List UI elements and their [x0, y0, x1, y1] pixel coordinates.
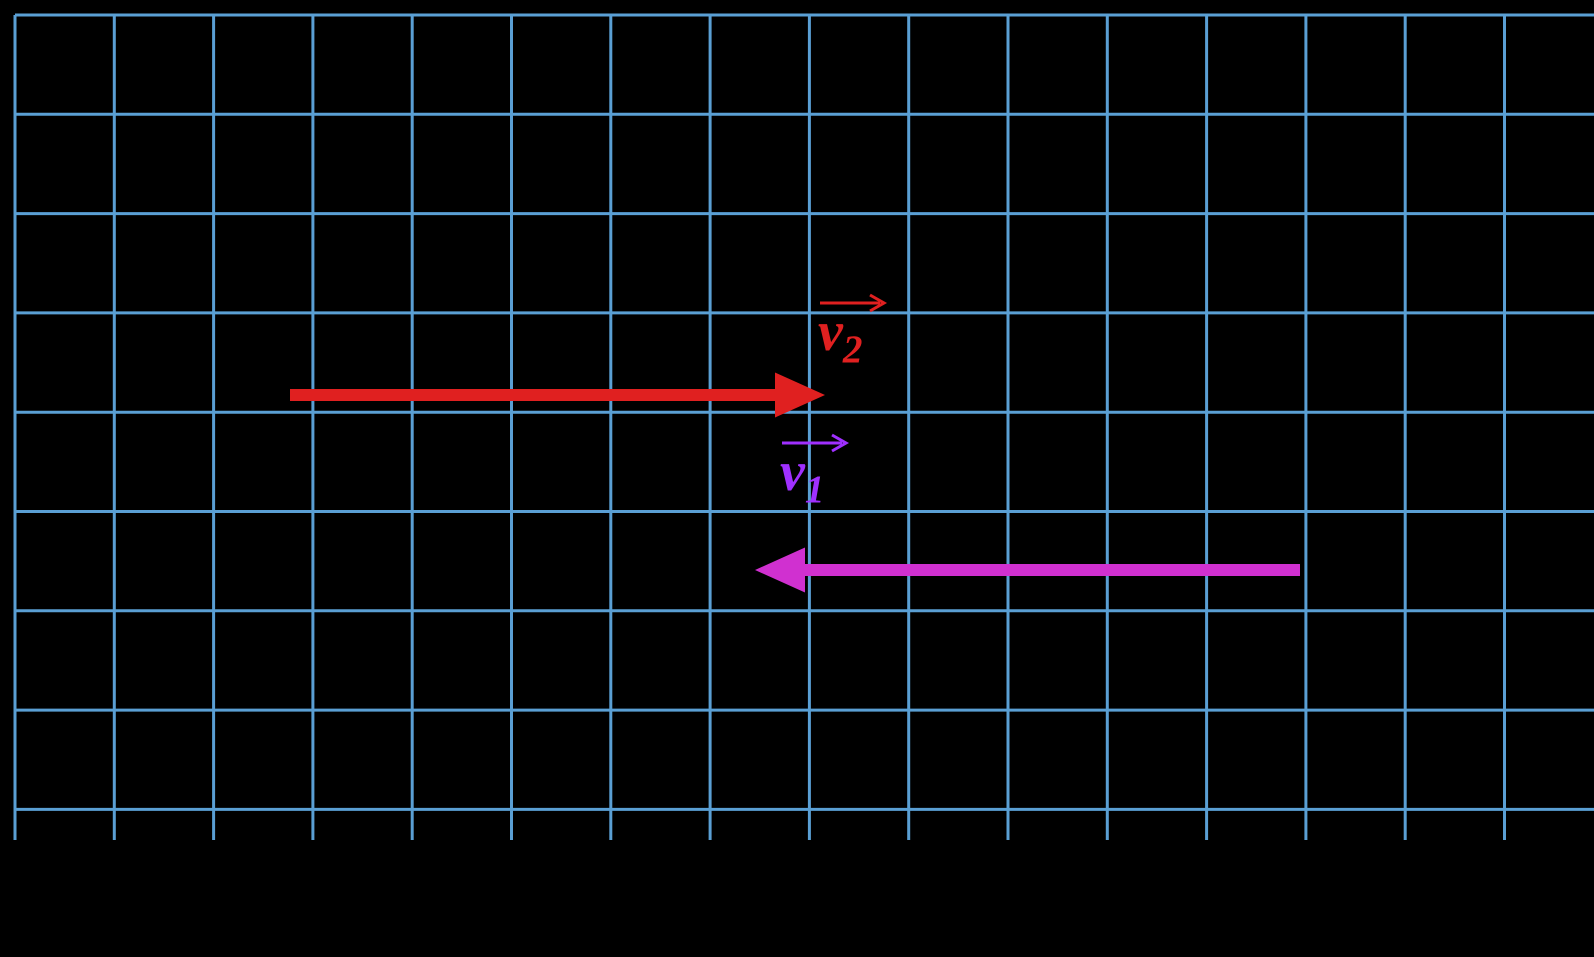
vector-diagram: v2v1 [0, 0, 1594, 952]
chart-svg [0, 0, 1594, 952]
